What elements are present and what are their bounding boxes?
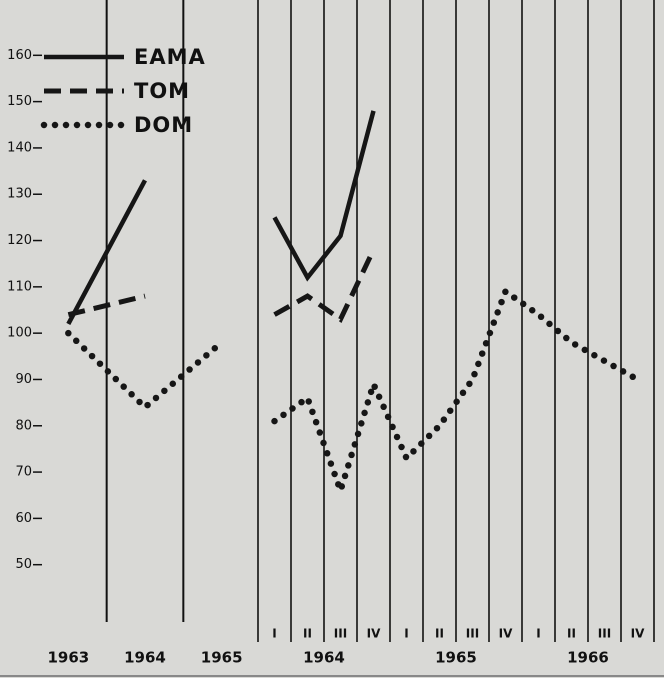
x-tick-label: II: [567, 627, 576, 641]
y-tick-label: 100: [7, 326, 32, 341]
series-line: [273, 248, 376, 324]
x-tick-label: IV: [367, 627, 381, 641]
y-tick-label: 80: [15, 418, 32, 433]
y-tick-label: 130: [7, 187, 32, 202]
y-tick-label: 90: [15, 372, 32, 387]
y-tick-label: 150: [7, 94, 32, 109]
y-tick-label: 60: [15, 511, 32, 526]
legend-label: EAMA: [134, 45, 206, 69]
series-line: [66, 179, 147, 325]
y-tick-label: 120: [7, 233, 32, 248]
x-tick-label: 1963: [47, 649, 89, 667]
group-label: 1965: [435, 649, 477, 667]
series-line: [272, 110, 376, 282]
x-tick-label: II: [435, 627, 444, 641]
y-tick-label: 50: [15, 557, 32, 572]
legend-label: DOM: [134, 113, 193, 137]
series-line: [67, 293, 146, 318]
x-tick-label: I: [536, 627, 540, 641]
series-line: [65, 329, 225, 412]
group-label: 1964: [303, 649, 345, 667]
y-tick-label: 160: [7, 48, 32, 63]
y-tick-label: 140: [7, 140, 32, 155]
x-tick-label: I: [272, 627, 276, 641]
y-tick-label: 110: [7, 279, 32, 294]
series-line: [271, 286, 641, 501]
x-tick-label: I: [404, 627, 408, 641]
x-tick-label: II: [303, 627, 312, 641]
group-label: 1966: [567, 649, 609, 667]
y-tick-label: 70: [15, 465, 32, 480]
legend-label: TOM: [134, 79, 190, 103]
x-tick-label: IV: [499, 627, 513, 641]
x-tick-label: 1965: [201, 649, 243, 667]
x-tick-label: III: [598, 627, 611, 641]
x-tick-label: 1964: [124, 649, 166, 667]
x-tick-label: III: [334, 627, 347, 641]
x-tick-label: III: [466, 627, 479, 641]
x-tick-label: IV: [631, 627, 645, 641]
